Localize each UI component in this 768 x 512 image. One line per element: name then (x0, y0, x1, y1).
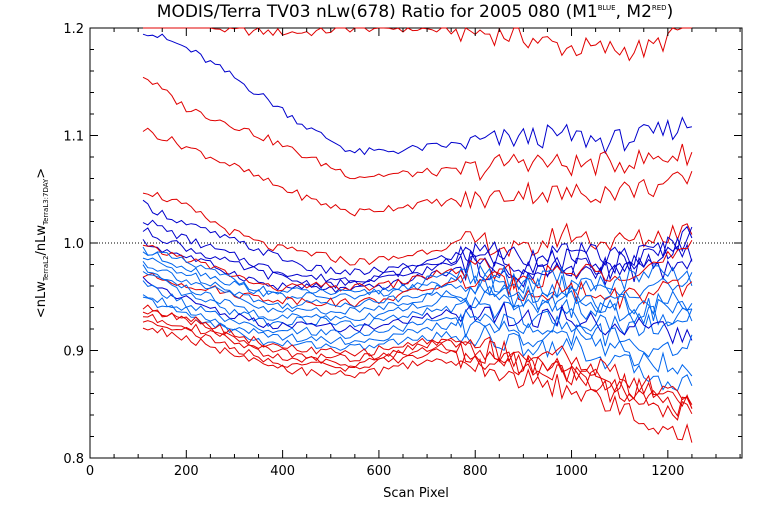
x-tick-label: 800 (463, 464, 488, 479)
chart-title-main: MODIS/Terra TV03 nLw(678) Ratio for 2005… (157, 2, 598, 22)
y-axis-label-sub2: TerraL3:7DAY (42, 178, 50, 226)
chart-title-mid: , M2 (616, 2, 652, 22)
y-tick-label: 1.1 (63, 130, 84, 145)
y-tick-label: 1.2 (63, 22, 84, 37)
series-line-red (142, 313, 693, 418)
chart-title-sup-red: RED (652, 4, 667, 12)
series-line-lightblue (142, 251, 693, 300)
x-tick-label: 1000 (555, 464, 588, 479)
y-axis-label-part3: > (34, 168, 49, 179)
series-line-red (142, 304, 693, 406)
chart-title-sup-blue: BLUE (598, 4, 616, 12)
series-line-blue (142, 239, 693, 294)
x-tick-label: 0 (86, 464, 94, 479)
y-axis-label: <nLwTerraL2/nLwTerraL3:7DAY> (34, 168, 50, 318)
y-axis-label-part2: /nLw (34, 225, 49, 256)
series-line-lightblue (142, 264, 693, 327)
series-line-red (143, 27, 692, 62)
x-tick-label: 200 (174, 464, 199, 479)
y-tick-label: 0.8 (63, 452, 84, 467)
series-line-blue (142, 227, 693, 289)
series-line-blue (142, 276, 693, 345)
series-line-blue (142, 219, 693, 284)
x-tick-label: 600 (367, 464, 392, 479)
series-line-red (142, 127, 693, 217)
chart-title: MODIS/Terra TV03 nLw(678) Ratio for 2005… (157, 2, 673, 22)
y-tick-label: 0.9 (63, 345, 84, 360)
y-axis-label-sub1: TerraL2 (42, 256, 50, 283)
y-axis: 0.8 0.9 1.0 1.1 1.2 (63, 22, 742, 467)
y-tick-label: 1.0 (63, 237, 84, 252)
series-line-red (142, 191, 693, 266)
series-line-red (142, 76, 693, 182)
x-tick-label: 400 (270, 464, 295, 479)
series-line-red (142, 240, 693, 292)
x-axis-label: Scan Pixel (383, 486, 449, 501)
series-line-lightblue (142, 271, 693, 337)
series-line-blue (142, 33, 693, 156)
series-line-red (142, 320, 693, 421)
series-line-lightblue (142, 280, 693, 358)
y-axis-label-part1: <nLw (34, 281, 49, 318)
series-line-red (142, 271, 693, 310)
series-line-lightblue (142, 260, 693, 322)
chart-title-end: ) (667, 2, 674, 22)
series-line-lightblue (142, 296, 693, 392)
x-tick-label: 1200 (651, 464, 684, 479)
series-line-red (142, 327, 693, 443)
series-line-lightblue (142, 246, 693, 296)
x-axis: 0 200 400 600 800 1000 1200 (86, 28, 741, 479)
series-group (142, 27, 693, 443)
